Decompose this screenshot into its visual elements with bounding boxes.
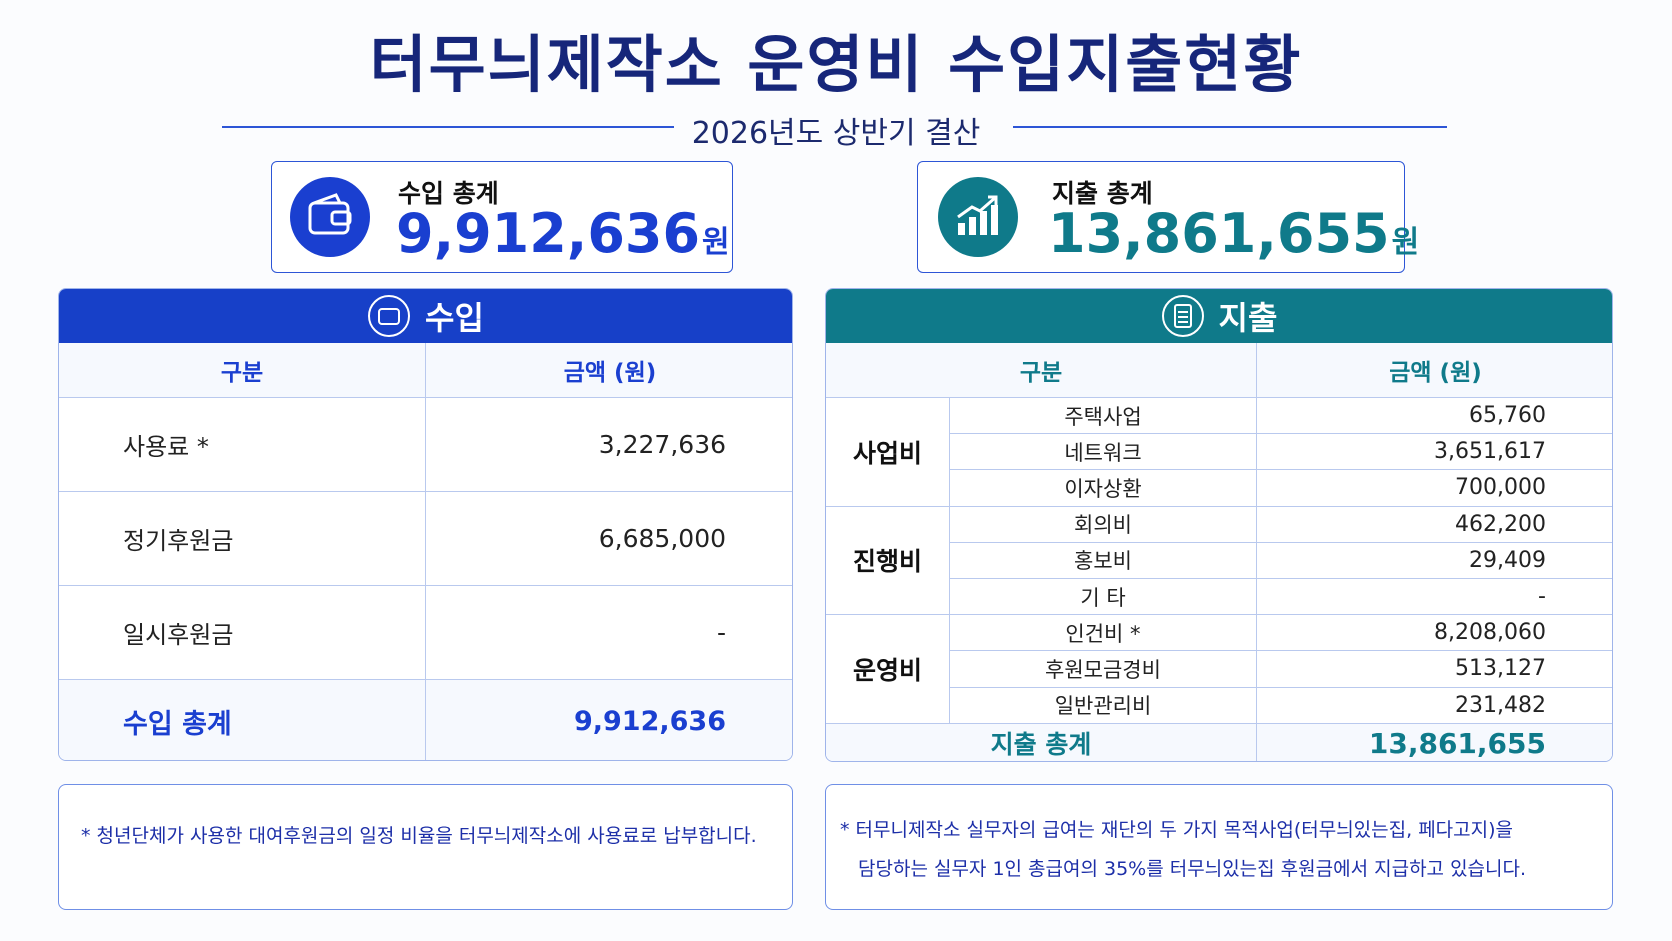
wallet-icon (368, 295, 411, 337)
income-table: 수입 구분 금액 (원) 사용료 * 3,227,636 정기후원금 6,685,000 일… (58, 288, 793, 761)
item-amount: 700,000 (1257, 470, 1612, 507)
total-amount: 9,912,636 (426, 680, 792, 760)
item-amount: 231,482 (1257, 688, 1612, 724)
summary-value: 13,861,655원 (1048, 202, 1420, 265)
subtitle: 2026년도 상반기 결산 (0, 108, 1672, 152)
wallet-icon (290, 177, 370, 257)
row-label: 일시후원금 (59, 586, 426, 680)
row-label: 정기후원금 (59, 492, 426, 586)
item-amount: 29,409 (1257, 543, 1612, 579)
table-header: 지출 (826, 289, 1612, 343)
item-amount: 3,651,617 (1257, 434, 1612, 471)
clipboard-icon (1161, 295, 1204, 337)
group-label: 사업비 (826, 398, 950, 507)
divider (222, 126, 674, 128)
note-text: * 청년단체가 사용한 대여후원금의 일정 비율을 터무늬제작소에 사용료로 납… (81, 825, 757, 847)
income-note: * 청년단체가 사용한 대여후원금의 일정 비율을 터무늬제작소에 사용료로 납… (58, 784, 793, 910)
item-label: 홍보비 (950, 542, 1257, 579)
item-label: 주택사업 (950, 398, 1257, 435)
item-amount: 462,200 (1257, 507, 1612, 543)
table-header: 수입 (59, 289, 792, 343)
summary-value: 9,912,636원 (396, 202, 730, 265)
total-amount: 13,861,655 (1257, 723, 1612, 761)
table-title: 지출 (1218, 299, 1278, 337)
item-label: 인건비 * (950, 615, 1257, 652)
item-label: 이자상환 (950, 470, 1257, 507)
item-label: 기 타 (950, 579, 1257, 616)
item-amount: 65,760 (1257, 398, 1612, 435)
note-text: 담당하는 실무자 1인 총급여의 35%를 터무늬있는집 후원금에서 지급하고 … (858, 858, 1527, 880)
row-amount: - (426, 586, 792, 680)
item-amount: 8,208,060 (1257, 615, 1612, 652)
row-label: 사용료 * (59, 398, 426, 492)
item-label: 후원모금경비 (950, 651, 1257, 688)
chart-icon (938, 177, 1018, 257)
row-amount: 6,685,000 (426, 492, 792, 586)
column-header: 구분 (59, 343, 426, 398)
item-label: 네트워크 (950, 434, 1257, 471)
summary-label: 지출 총계 (1052, 179, 1153, 208)
item-amount: - (1257, 579, 1612, 616)
item-amount: 513,127 (1257, 651, 1612, 688)
expense-note: * 터무니제작소 실무자의 급여는 재단의 두 가지 목적사업(터무늬있는집, … (825, 784, 1613, 910)
row-amount: 3,227,636 (426, 398, 792, 492)
expense-summary: 지출 총계 13,861,655원 (917, 161, 1419, 273)
summary-label: 수입 총계 (398, 179, 499, 208)
expense-table: 지출 구분 금액 (원) 사업비 주택사업 65,760 네트워크 3,651,617 이자상… (825, 288, 1613, 762)
column-header: 금액 (원) (1257, 343, 1612, 398)
divider (1013, 126, 1447, 128)
item-label: 일반관리비 (950, 687, 1257, 724)
table-title: 수입 (425, 299, 484, 337)
title: 터무늬제작소 운영비 수입지출현황 (369, 28, 1303, 101)
column-header: 금액 (원) (426, 343, 792, 398)
total-label: 지출 총계 (826, 723, 1257, 761)
total-label: 수입 총계 (59, 680, 426, 760)
column-header: 구분 (826, 343, 1257, 398)
item-label: 회의비 (950, 506, 1257, 543)
note-text: * 터무니제작소 실무자의 급여는 재단의 두 가지 목적사업(터무늬있는집, … (840, 819, 1514, 841)
subtitle-text: 2026년도 상반기 결산 (691, 116, 981, 151)
group-label: 운영비 (826, 615, 950, 724)
group-label: 진행비 (826, 506, 950, 616)
income-summary: 수입 총계 9,912,636원 (271, 161, 733, 273)
